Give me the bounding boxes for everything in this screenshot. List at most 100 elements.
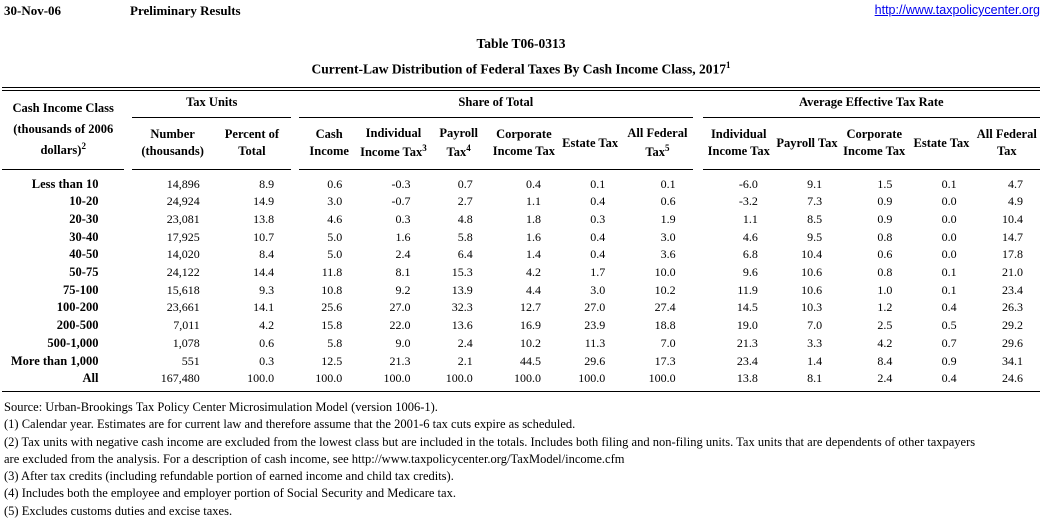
preliminary-results-label: Preliminary Results [130, 3, 241, 18]
table-cell: 21.3 [389, 353, 411, 368]
table-cell: 32.3 [451, 300, 473, 315]
table-cell: 15.3 [451, 265, 473, 280]
table-row: 500-1,000 1,078 0.6 5.8 9.0 2.4 10.2 11.3 7.0 21.… [2, 335, 1040, 353]
table-cell: 0.6 [327, 176, 343, 191]
column-header-row: Number (thousands) Percent of Total Cash I… [2, 118, 1040, 170]
table-cell: 1.9 [660, 211, 676, 226]
column-gap [693, 370, 703, 391]
table-cell: 100.0 [514, 371, 542, 386]
table-cell: 0.4 [590, 247, 606, 262]
table-cell: 1.7 [590, 265, 606, 280]
table-cell: 17.8 [1002, 247, 1023, 262]
table-cell: 1.5 [877, 176, 893, 191]
table-cell: 167,480 [160, 371, 200, 386]
table-cell: 11.3 [584, 335, 606, 350]
group-header-average-effective-tax-rate: Average Effective Tax Rate [702, 91, 1040, 118]
title-block: Table T06-0313 Current-Law Distribution … [0, 36, 1042, 78]
table-body: Less than 10 14,896 8.9 0.6 -0.3 0.7 0.4 0.1 0.1… [2, 170, 1040, 391]
footnote-line: (4) Includes both the employee and emplo… [4, 486, 456, 501]
column-header: Payroll Tax4 [427, 118, 490, 170]
column-footnote-marker: 4 [466, 142, 471, 153]
row-label: 10-20 [69, 194, 99, 209]
table-cell: 0.4 [590, 194, 606, 209]
table-cell: 0.8 [877, 229, 893, 244]
column-gap [693, 282, 703, 300]
table-cell: 4.7 [1008, 176, 1023, 191]
footnote-line: (5) Excludes customs duties and excise t… [4, 503, 233, 518]
table-cell: 0.4 [526, 176, 542, 191]
column-gap [124, 264, 132, 282]
table-cell: 9.1 [807, 176, 823, 191]
column-footnote-marker: 3 [422, 142, 427, 153]
row-label: 30-40 [69, 229, 99, 244]
row-label: More than 1,000 [10, 353, 99, 368]
table-row: 100-200 23,661 14.1 25.6 27.0 32.3 12.7 27.0 27.… [2, 299, 1040, 317]
cash-income-class-footnote-marker: 2 [81, 141, 86, 152]
table-cell: 8.5 [807, 211, 823, 226]
table-cell: 23,661 [166, 300, 200, 315]
table-cell: 14.7 [1002, 229, 1023, 244]
table-cell: 9.6 [742, 265, 758, 280]
table-cell: 10.0 [654, 265, 676, 280]
table-cell: 0.6 [259, 335, 275, 350]
column-gap [693, 335, 703, 353]
table-cell: 100.0 [648, 371, 676, 386]
table-cell: 0.1 [941, 176, 957, 191]
report-date: 30-Nov-06 [4, 3, 62, 18]
column-header: Payroll Tax [774, 118, 840, 170]
table-cell: 0.1 [660, 176, 676, 191]
table-cell: 2.4 [457, 335, 473, 350]
table-cell: 4.2 [526, 265, 542, 280]
table-cell: 10.3 [801, 300, 823, 315]
column-gap [693, 193, 703, 211]
column-gap [291, 353, 299, 371]
table-cell: 8.4 [877, 353, 893, 368]
table-cell: 0.1 [941, 282, 957, 297]
table-cell: 14,020 [166, 247, 200, 262]
row-label: Less than 10 [31, 176, 99, 191]
column-gap [693, 229, 703, 247]
column-gap [124, 299, 132, 317]
column-gap [291, 170, 299, 194]
row-label: 75-100 [63, 282, 99, 297]
table-cell: 0.1 [941, 265, 957, 280]
table-cell: 4.9 [1008, 194, 1023, 209]
table-cell: 1.0 [877, 282, 893, 297]
table-row: Less than 10 14,896 8.9 0.6 -0.3 0.7 0.4 0.1 0.1… [2, 170, 1040, 194]
table-cell: 9.5 [807, 229, 823, 244]
table-cell: 0.4 [590, 229, 606, 244]
table-cell: -6.0 [738, 176, 758, 191]
column-gap [693, 317, 703, 335]
table-cell: 13.8 [253, 211, 275, 226]
table-cell: 18.8 [654, 318, 676, 333]
table-cell: 8.9 [259, 176, 275, 191]
table-cell: 0.7 [941, 335, 957, 350]
table-cell: -0.7 [391, 194, 411, 209]
table-cell: 9.3 [259, 282, 275, 297]
table-cell: 0.9 [877, 211, 893, 226]
table-cell: 1.8 [526, 211, 542, 226]
table-cell: 0.9 [941, 353, 957, 368]
table-cell: 10.4 [1002, 211, 1023, 226]
table-cell: 14.4 [253, 265, 275, 280]
column-gap [693, 246, 703, 264]
table-row: 10-20 24,924 14.9 3.0 -0.7 2.7 1.1 0.4 0.6 -3.2 7.… [2, 193, 1040, 211]
taxpolicycenter-link[interactable]: http://www.taxpolicycenter.org [874, 3, 1040, 17]
column-gap [291, 193, 299, 211]
table-cell: 10.2 [654, 282, 676, 297]
column-header-text: Percent of Total [224, 127, 280, 158]
column-header: Estate Tax [909, 118, 974, 170]
table-cell: 100.0 [445, 371, 473, 386]
table-cell: 14,896 [166, 176, 200, 191]
column-header-text: Estate Tax [562, 135, 619, 150]
cash-income-class-header: Cash Income Class (thousands of 2006 dol… [2, 91, 125, 170]
table-number-title: Table T06-0313 [476, 36, 566, 51]
table-cell: 0.7 [457, 176, 473, 191]
column-gap [291, 299, 299, 317]
column-gap [693, 91, 703, 170]
table-cell: 2.1 [457, 353, 473, 368]
table-cell: 8.4 [259, 247, 275, 262]
table-cell: 4.4 [526, 282, 542, 297]
table-cell: 11.8 [321, 265, 343, 280]
table-cell: 0.0 [941, 211, 957, 226]
